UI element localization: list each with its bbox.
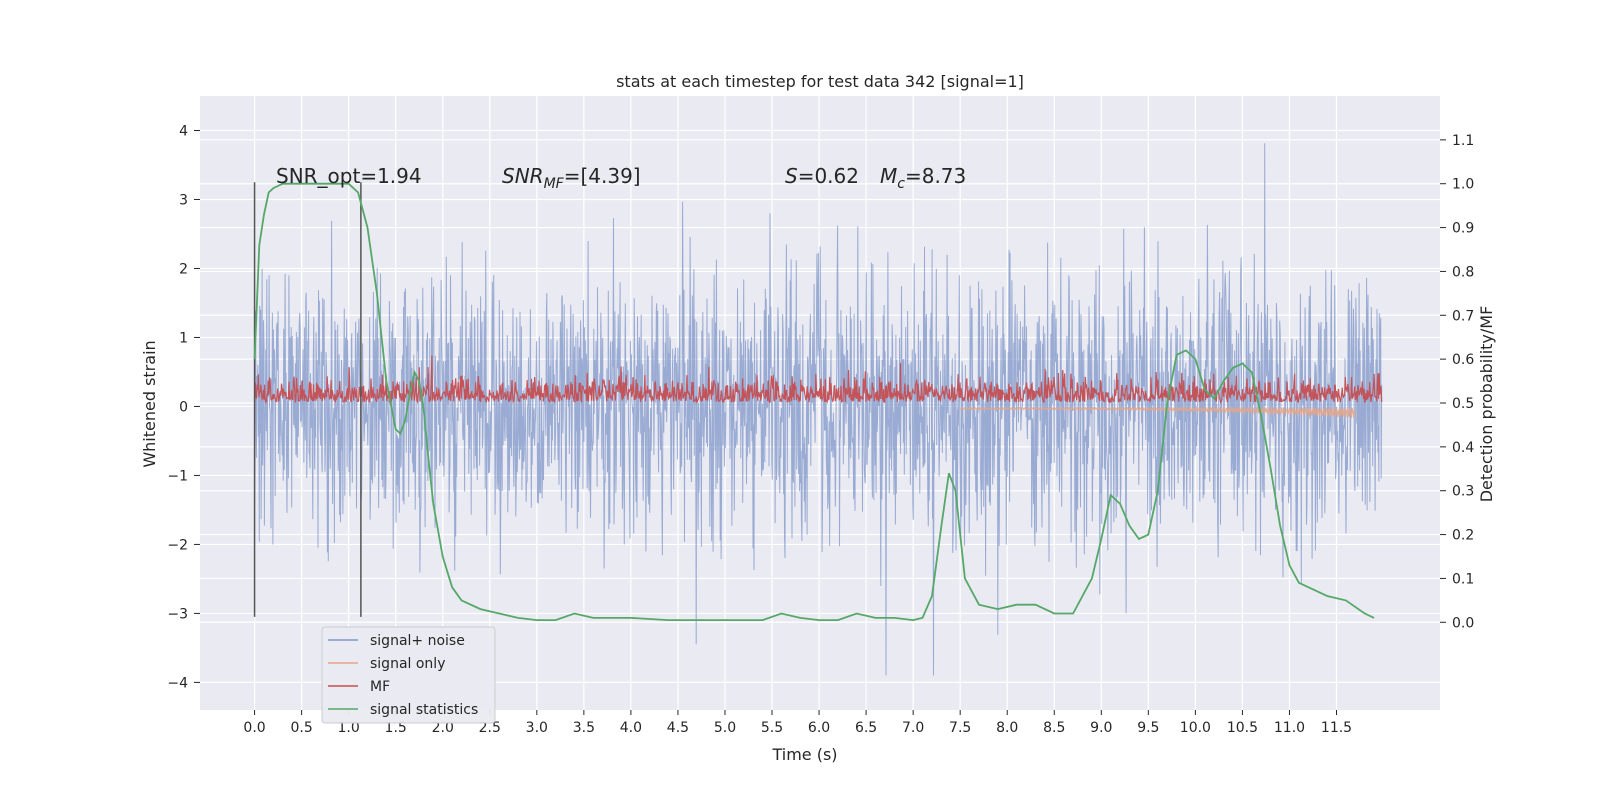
y-left-tick-label: 2 <box>179 261 188 277</box>
y-right-tick-label: 0.4 <box>1452 440 1474 456</box>
signal-noise-series <box>254 143 1383 676</box>
x-tick-label: 9.0 <box>1090 720 1112 736</box>
y-left-axis-ticks: 4 3 2 1 0 −1 −2 −3 −4 <box>167 123 200 691</box>
annotation-s: S=0.62 <box>785 164 859 188</box>
legend: signal+ noise signal only MF signal stat… <box>321 626 496 724</box>
x-tick-label: 0.5 <box>290 720 312 736</box>
y-left-tick-label: 1 <box>179 330 188 346</box>
x-tick-label: 7.0 <box>902 720 924 736</box>
s-symbol: S <box>785 164 798 188</box>
x-axis-title: Time (s) <box>771 745 837 764</box>
x-tick-label: 5.0 <box>714 720 736 736</box>
y-right-tick-label: 1.1 <box>1452 133 1474 149</box>
y-right-tick-label: 0.1 <box>1452 571 1474 587</box>
y-left-tick-label: −2 <box>167 537 188 553</box>
x-tick-label: 2.5 <box>479 720 501 736</box>
y-left-tick-label: −3 <box>167 606 188 622</box>
annotation-mc: Mc=8.73 <box>880 164 966 192</box>
y-right-tick-label: 1.0 <box>1452 177 1474 193</box>
mc-value: =8.73 <box>905 164 966 188</box>
y-right-tick-label: 0.8 <box>1452 264 1474 280</box>
s-value: =0.62 <box>798 164 859 188</box>
x-tick-label: 5.5 <box>761 720 783 736</box>
y-left-tick-label: −1 <box>167 468 188 484</box>
x-tick-label: 11.5 <box>1321 720 1352 736</box>
snr-mf-value: =[4.39] <box>564 164 641 188</box>
signal-statistics-line <box>253 182 1375 622</box>
x-tick-label: 10.0 <box>1180 720 1211 736</box>
signal-noise-line <box>254 143 1383 676</box>
y-right-tick-label: 0.0 <box>1452 615 1474 631</box>
snr-mf-prefix: SNR <box>502 164 544 188</box>
x-tick-label: 3.5 <box>573 720 595 736</box>
x-tick-label: 8.5 <box>1043 720 1065 736</box>
x-tick-label: 11.0 <box>1274 720 1305 736</box>
y-left-tick-label: 0 <box>179 399 188 415</box>
y-right-tick-label: 0.5 <box>1452 396 1474 412</box>
y-right-tick-label: 0.9 <box>1452 221 1474 237</box>
x-tick-label: 2.0 <box>432 720 454 736</box>
x-tick-label: 6.5 <box>855 720 877 736</box>
signal-only-line <box>959 405 1356 418</box>
signal-only-series <box>959 405 1356 418</box>
x-tick-label: 6.0 <box>808 720 830 736</box>
vertical-markers <box>253 182 362 617</box>
x-axis-ticks: 0.0 0.5 1.0 1.5 2.0 2.5 3.0 3.5 4.0 4.5 5.0 5.5 6.0 6… <box>243 710 1352 736</box>
y-left-tick-label: 3 <box>179 192 188 208</box>
y-right-axis-title: Detection probability/MF <box>1477 306 1496 503</box>
legend-label-signal-noise: signal+ noise <box>370 633 465 649</box>
y-left-tick-label: 4 <box>179 123 188 139</box>
x-tick-label: 1.0 <box>338 720 360 736</box>
y-right-tick-label: 0.7 <box>1452 308 1474 324</box>
mf-series <box>254 355 1383 404</box>
chart-title: stats at each timestep for test data 342… <box>616 72 1024 91</box>
y-right-tick-label: 0.6 <box>1452 352 1474 368</box>
annotation-snr-opt: SNR_opt=1.94 <box>276 164 422 188</box>
signal-statistics-series <box>253 182 1375 622</box>
mc-sub: c <box>897 176 905 192</box>
x-tick-label: 9.5 <box>1137 720 1159 736</box>
x-tick-label: 10.5 <box>1227 720 1258 736</box>
annotation-snr-mf: SNRMF=[4.39] <box>502 164 641 192</box>
y-right-tick-label: 0.2 <box>1452 528 1474 544</box>
mf-line <box>254 355 1383 404</box>
x-tick-label: 0.0 <box>243 720 265 736</box>
snr-mf-sub: MF <box>544 176 565 192</box>
x-tick-label: 7.5 <box>949 720 971 736</box>
y-right-axis-ticks: 1.1 1.0 0.9 0.8 0.7 0.6 0.5 0.4 0.3 0.2 0.1 0.0 <box>1440 133 1474 631</box>
legend-label-mf: MF <box>370 679 390 695</box>
x-tick-label: 8.0 <box>996 720 1018 736</box>
mc-symbol: M <box>880 164 897 188</box>
legend-label-signal-statistics: signal statistics <box>370 702 478 718</box>
x-tick-label: 1.5 <box>385 720 407 736</box>
y-left-tick-label: −4 <box>167 675 188 691</box>
legend-box <box>321 626 496 724</box>
legend-label-signal-only: signal only <box>370 656 445 672</box>
x-tick-label: 3.0 <box>526 720 548 736</box>
y-right-tick-label: 0.3 <box>1452 484 1474 500</box>
x-tick-label: 4.5 <box>667 720 689 736</box>
y-left-axis-title: Whitened strain <box>140 340 159 467</box>
x-tick-label: 4.0 <box>620 720 642 736</box>
